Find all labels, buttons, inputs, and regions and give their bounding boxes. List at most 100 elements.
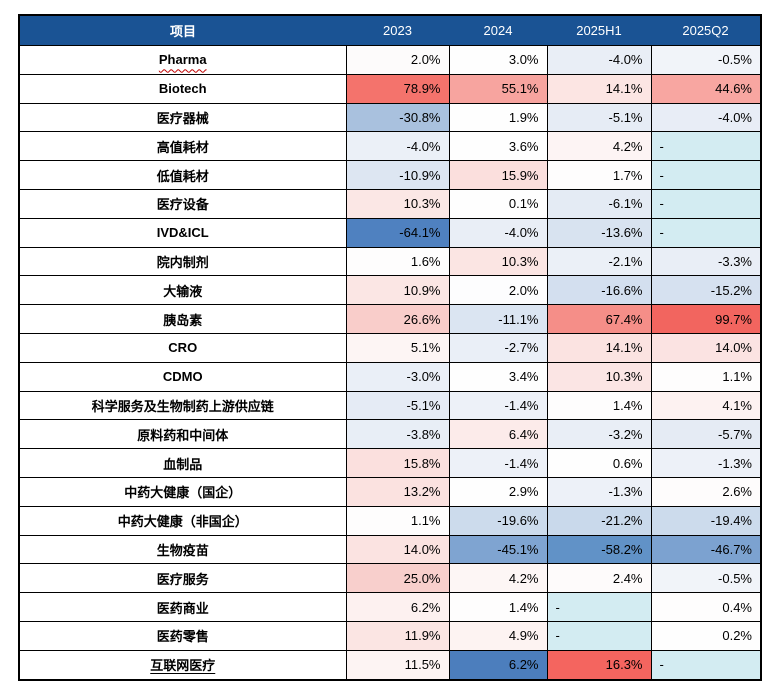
- value-cell[interactable]: -21.2%: [546, 505, 652, 536]
- value-cell[interactable]: 6.4%: [448, 419, 548, 450]
- value-cell[interactable]: -: [650, 188, 762, 219]
- value-cell[interactable]: 2.0%: [345, 45, 450, 75]
- value-cell[interactable]: 78.9%: [345, 73, 450, 104]
- value-cell[interactable]: 15.9%: [448, 160, 548, 190]
- value-cell[interactable]: -0.5%: [650, 45, 762, 75]
- value-cell[interactable]: 5.1%: [345, 332, 450, 363]
- row-label-cell[interactable]: Biotech: [18, 73, 347, 104]
- row-label-cell[interactable]: 血制品: [18, 448, 347, 478]
- value-cell[interactable]: -2.1%: [546, 246, 652, 277]
- value-cell[interactable]: 25.0%: [345, 563, 450, 594]
- value-cell[interactable]: 1.1%: [345, 505, 450, 536]
- value-cell[interactable]: 6.2%: [448, 649, 548, 681]
- value-cell[interactable]: -1.4%: [448, 448, 548, 478]
- value-cell[interactable]: 3.0%: [448, 45, 548, 75]
- value-cell[interactable]: -16.6%: [546, 275, 652, 306]
- value-cell[interactable]: 11.9%: [345, 620, 450, 651]
- value-cell[interactable]: -5.7%: [650, 419, 762, 450]
- value-cell[interactable]: -0.5%: [650, 563, 762, 594]
- value-cell[interactable]: -19.6%: [448, 505, 548, 536]
- header-cell-2025h1[interactable]: 2025H1: [547, 15, 651, 46]
- value-cell[interactable]: 1.7%: [546, 160, 652, 190]
- value-cell[interactable]: -5.1%: [345, 390, 450, 421]
- value-cell[interactable]: -6.1%: [546, 188, 652, 219]
- value-cell[interactable]: -3.2%: [546, 419, 652, 450]
- value-cell[interactable]: 1.6%: [345, 246, 450, 277]
- row-label-cell[interactable]: 医药商业: [18, 592, 347, 622]
- header-cell-2025q2[interactable]: 2025Q2: [651, 15, 761, 46]
- value-cell[interactable]: 3.4%: [448, 361, 548, 392]
- value-cell[interactable]: 2.0%: [448, 275, 548, 306]
- value-cell[interactable]: 1.9%: [448, 102, 548, 133]
- value-cell[interactable]: 10.3%: [345, 188, 450, 219]
- value-cell[interactable]: 4.2%: [448, 563, 548, 594]
- value-cell[interactable]: -: [650, 131, 762, 162]
- value-cell[interactable]: -: [546, 620, 652, 651]
- value-cell[interactable]: -3.0%: [345, 361, 450, 392]
- header-cell-2024[interactable]: 2024: [449, 15, 547, 46]
- value-cell[interactable]: 1.4%: [448, 592, 548, 622]
- value-cell[interactable]: -: [650, 160, 762, 190]
- value-cell[interactable]: -64.1%: [345, 217, 450, 248]
- value-cell[interactable]: 10.3%: [546, 361, 652, 392]
- value-cell[interactable]: -4.0%: [448, 217, 548, 248]
- row-label-cell[interactable]: 大输液: [18, 275, 347, 306]
- value-cell[interactable]: 2.9%: [448, 476, 548, 507]
- value-cell[interactable]: 10.3%: [448, 246, 548, 277]
- value-cell[interactable]: 55.1%: [448, 73, 548, 104]
- value-cell[interactable]: -4.0%: [546, 45, 652, 75]
- value-cell[interactable]: -30.8%: [345, 102, 450, 133]
- value-cell[interactable]: -1.3%: [650, 448, 762, 478]
- value-cell[interactable]: 14.0%: [345, 534, 450, 565]
- value-cell[interactable]: 0.2%: [650, 620, 762, 651]
- row-label-cell[interactable]: CRO: [18, 332, 347, 363]
- row-label-cell[interactable]: 生物疫苗: [18, 534, 347, 565]
- value-cell[interactable]: 67.4%: [546, 304, 652, 334]
- value-cell[interactable]: -4.0%: [345, 131, 450, 162]
- header-cell-item[interactable]: 项目: [19, 15, 346, 46]
- value-cell[interactable]: -10.9%: [345, 160, 450, 190]
- value-cell[interactable]: 14.1%: [546, 332, 652, 363]
- value-cell[interactable]: 16.3%: [546, 649, 652, 681]
- value-cell[interactable]: 0.6%: [546, 448, 652, 478]
- value-cell[interactable]: 2.4%: [546, 563, 652, 594]
- value-cell[interactable]: 11.5%: [345, 649, 450, 681]
- value-cell[interactable]: 0.1%: [448, 188, 548, 219]
- row-label-cell[interactable]: 低值耗材: [18, 160, 347, 190]
- value-cell[interactable]: -1.4%: [448, 390, 548, 421]
- value-cell[interactable]: -5.1%: [546, 102, 652, 133]
- value-cell[interactable]: -1.3%: [546, 476, 652, 507]
- value-cell[interactable]: 15.8%: [345, 448, 450, 478]
- value-cell[interactable]: -15.2%: [650, 275, 762, 306]
- row-label-cell[interactable]: 院内制剂: [18, 246, 347, 277]
- value-cell[interactable]: 4.1%: [650, 390, 762, 421]
- value-cell[interactable]: -58.2%: [546, 534, 652, 565]
- value-cell[interactable]: -19.4%: [650, 505, 762, 536]
- row-label-cell[interactable]: 医疗器械: [18, 102, 347, 133]
- row-label-cell[interactable]: Pharma: [18, 45, 347, 75]
- value-cell[interactable]: 3.6%: [448, 131, 548, 162]
- value-cell[interactable]: -: [650, 217, 762, 248]
- value-cell[interactable]: -4.0%: [650, 102, 762, 133]
- row-label-cell[interactable]: 医药零售: [18, 620, 347, 651]
- row-label-cell[interactable]: 中药大健康（国企）: [18, 476, 347, 507]
- value-cell[interactable]: 4.2%: [546, 131, 652, 162]
- value-cell[interactable]: -45.1%: [448, 534, 548, 565]
- value-cell[interactable]: -: [650, 649, 762, 681]
- value-cell[interactable]: 10.9%: [345, 275, 450, 306]
- row-label-cell[interactable]: 中药大健康（非国企）: [18, 505, 347, 536]
- value-cell[interactable]: 0.4%: [650, 592, 762, 622]
- value-cell[interactable]: 13.2%: [345, 476, 450, 507]
- header-cell-2023[interactable]: 2023: [346, 15, 449, 46]
- value-cell[interactable]: 1.1%: [650, 361, 762, 392]
- row-label-cell[interactable]: 医疗服务: [18, 563, 347, 594]
- value-cell[interactable]: 44.6%: [650, 73, 762, 104]
- value-cell[interactable]: 14.0%: [650, 332, 762, 363]
- value-cell[interactable]: 99.7%: [650, 304, 762, 334]
- value-cell[interactable]: 26.6%: [345, 304, 450, 334]
- value-cell[interactable]: -13.6%: [546, 217, 652, 248]
- value-cell[interactable]: -3.8%: [345, 419, 450, 450]
- row-label-cell[interactable]: IVD&ICL: [18, 217, 347, 248]
- value-cell[interactable]: 2.6%: [650, 476, 762, 507]
- value-cell[interactable]: 1.4%: [546, 390, 652, 421]
